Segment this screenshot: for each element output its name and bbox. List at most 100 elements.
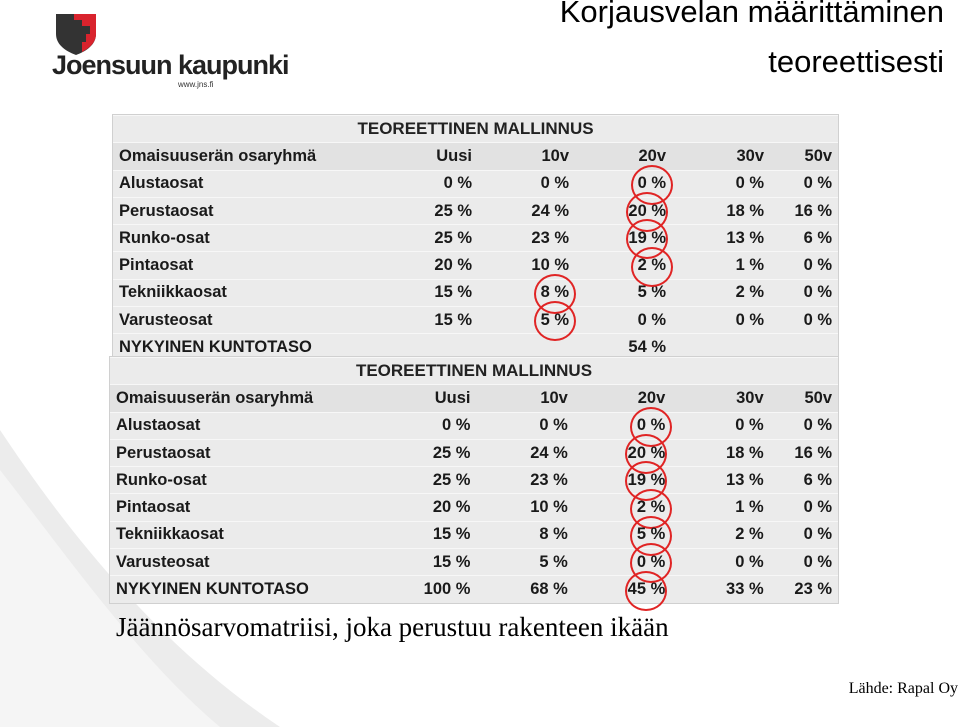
table-row: Perustaosat 25 % 24 % 20 % 18 % 16 % [110, 434, 838, 475]
cell-text: Alustaosat [119, 174, 204, 193]
row-label: Perustaosat [113, 196, 390, 225]
cell: 2 % [671, 520, 770, 549]
cell-text: 0 % [803, 416, 832, 435]
cell-text: 33 % [726, 580, 764, 599]
cell: 20 % [573, 434, 672, 475]
cell-text: 0 % [629, 543, 673, 584]
cell-text: 19 % [626, 219, 668, 260]
cell: 45 % [573, 570, 672, 611]
cell-text: 15 % [434, 310, 472, 329]
column-header: 30v [671, 384, 770, 413]
cell-text: 0 % [803, 174, 833, 193]
cell-text: 25 % [432, 470, 471, 489]
cell-text: Perustaosat [119, 201, 214, 220]
cell-text: 23 % [794, 580, 832, 599]
cell: 5 % [478, 301, 577, 342]
cell: 23 % [478, 224, 575, 252]
cell-text: NYKYINEN KUNTOTASO [116, 580, 309, 599]
cell: 20 % [388, 493, 477, 522]
cell-text: 0 % [630, 164, 674, 205]
cell: 25 % [390, 224, 478, 252]
cell: 0 % [476, 411, 574, 440]
cell: 0 % [575, 164, 674, 205]
data-table: TEOREETTINEN MALLINNUS Omaisuuserän osary… [113, 114, 839, 361]
cell-text: 5 % [539, 552, 568, 571]
header-row: Omaisuuserän osaryhmä Uusi 10v 20v 30v 50v [113, 142, 839, 171]
table-row: Alustaosat 0 % 0 % 0 % 0 % 0 % [113, 164, 839, 205]
cell-text: 10 % [530, 498, 568, 517]
cell-text: 5 % [533, 301, 577, 342]
cell-text: 8 % [539, 525, 568, 544]
column-header: Omaisuuserän osaryhmä [110, 384, 389, 413]
column-header: 30v [672, 142, 770, 171]
cell: 24 % [476, 438, 574, 467]
cell-text: Pintaosat [119, 256, 194, 275]
cell-text: 23 % [531, 228, 569, 247]
column-header: 50v [770, 142, 839, 171]
cell-text: 0 % [803, 525, 832, 544]
cell: 23 % [769, 575, 838, 603]
cell-text: 0 % [735, 174, 764, 193]
table-row: Varusteosat 15 % 5 % 0 % 0 % 0 % [110, 543, 838, 584]
cell: 16 % [770, 196, 839, 225]
cell: 0 % [770, 306, 839, 334]
column-header: Omaisuuserän osaryhmä [113, 142, 390, 171]
table-row: Perustaosat 25 % 24 % 20 % 18 % 16 % [113, 192, 839, 233]
row-label: Pintaosat [110, 493, 389, 522]
row-label: Runko-osat [113, 224, 390, 252]
cell-text: 15 % [432, 552, 471, 571]
cell-text: Alustaosat [116, 416, 201, 435]
cell: 18 % [672, 196, 770, 225]
row-label: Pintaosat [113, 251, 390, 280]
cell-text: 8 % [533, 273, 577, 314]
cell-text: 68 % [530, 580, 568, 599]
cell: 0 % [769, 520, 838, 549]
cell-text: 2 % [735, 525, 764, 544]
cell: 0 % [770, 251, 839, 280]
cell-text: Runko-osat [119, 228, 210, 247]
cell-text: 15 % [432, 525, 471, 544]
cell-text: 20 % [434, 256, 472, 275]
cell-text: 0 % [735, 552, 764, 571]
cell: 68 % [476, 575, 574, 603]
cell: 15 % [390, 278, 478, 307]
cell-text: 0 % [735, 416, 764, 435]
cell-text: 0 % [735, 310, 764, 329]
cell: 20 % [390, 251, 478, 280]
cell: 0 % [575, 306, 672, 334]
cell-text: 24 % [531, 201, 569, 220]
cell: 5 % [476, 548, 574, 576]
title: teoreettisesti [768, 44, 944, 79]
cell-text: Perustaosat [116, 443, 211, 462]
cell-text: 23 % [530, 470, 568, 489]
cell-text: 2 % [735, 283, 764, 302]
caption: Jäännösarvomatriisi, joka perustuu raken… [116, 612, 669, 642]
cell-text: 20 % [625, 434, 668, 475]
column-header: 20v [573, 384, 672, 413]
cell-text: 54 % [628, 338, 666, 357]
cell-text: NYKYINEN KUNTOTASO [119, 338, 312, 357]
cell: 54 % [575, 333, 672, 361]
table-row: Alustaosat 0 % 0 % 0 % 0 % 0 % [110, 406, 838, 447]
cell-text: 0 % [803, 256, 833, 275]
cell-text: 100 % [423, 580, 471, 599]
cell-text: 1 % [735, 498, 764, 517]
cell: 0 % [388, 411, 477, 440]
cell: 25 % [390, 196, 478, 225]
table-row: Tekniikkaosat 15 % 8 % 5 % 2 % 0 % [113, 273, 839, 314]
title: Korjausvelan määrittäminen [559, 0, 944, 29]
table-row: Runko-osat 25 % 23 % 19 % 13 % 6 % [113, 219, 839, 260]
cell [390, 333, 478, 361]
cell-text: 16 % [794, 201, 833, 220]
cell: 1 % [672, 251, 770, 280]
cell-text: 1 % [735, 256, 764, 275]
cell: 0 % [671, 548, 770, 576]
cell-text: 18 % [726, 201, 764, 220]
column-header: 10v [476, 384, 574, 413]
cell-text: 25 % [434, 228, 472, 247]
table-row: Pintaosat 20 % 10 % 2 % 1 % 0 % [113, 246, 839, 287]
cell: 20 % [575, 192, 672, 233]
cell: 23 % [476, 466, 574, 494]
